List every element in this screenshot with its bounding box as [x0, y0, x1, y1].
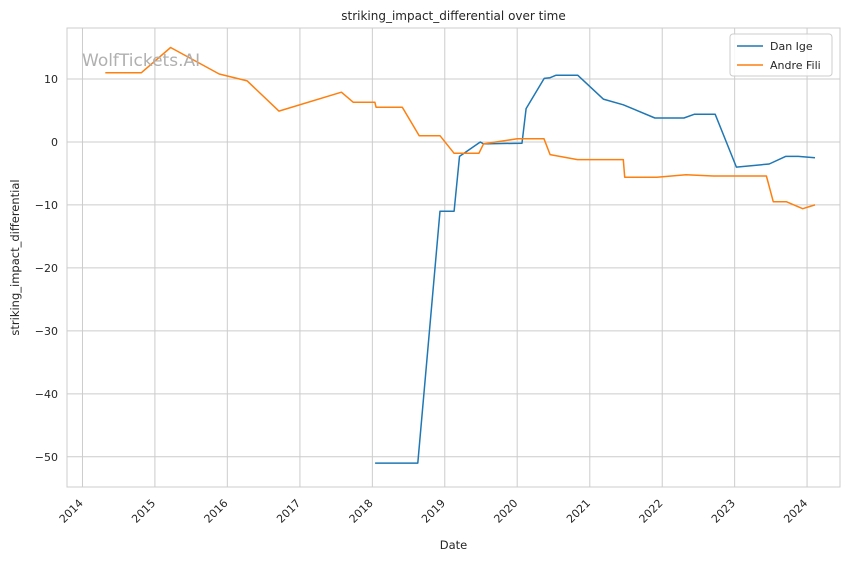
y-tick-label: −30 [35, 325, 58, 338]
legend: Dan Ige Andre Fili [729, 33, 833, 77]
y-axis-title: striking_impact_differential [8, 179, 22, 335]
chart-title: striking_impact_differential over time [341, 9, 566, 23]
y-tick-label: 0 [51, 136, 58, 149]
y-tick-label: −10 [35, 199, 58, 212]
legend-label: Andre Fili [770, 59, 821, 72]
legend-label: Dan Ige [770, 40, 813, 53]
plot-area [67, 28, 840, 487]
y-tick-label: −20 [35, 262, 58, 275]
watermark: WolfTickets.AI [82, 51, 200, 71]
y-tick-label: 10 [44, 73, 58, 86]
series-layer [105, 46, 816, 464]
y-tick-label: −40 [35, 388, 58, 401]
plot-background [67, 28, 840, 487]
axes-frame [66, 27, 841, 488]
y-tick-label: −50 [35, 451, 58, 464]
series-line-dan-ige [375, 74, 816, 464]
series-line-andre-fili [105, 46, 816, 210]
grid-lines [67, 28, 840, 487]
x-axis-title: Date [440, 538, 468, 552]
